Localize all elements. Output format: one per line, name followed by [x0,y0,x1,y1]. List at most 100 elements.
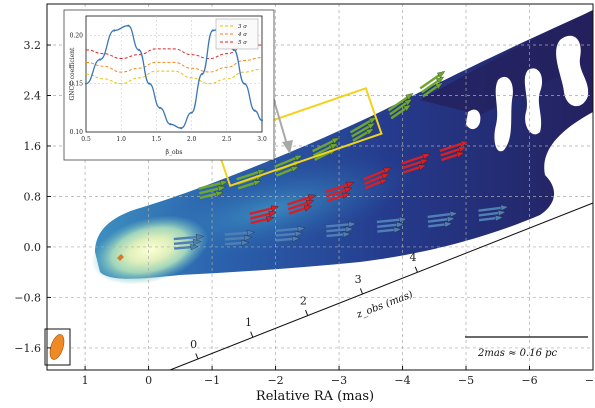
velocity-arrow-head [305,199,315,206]
jet-outer-region [420,10,593,115]
velocity-arrow-head [381,173,390,180]
velocity-arrow-head [342,231,351,238]
y-tick-label: 1.6 [24,140,42,153]
zobs-tick [250,331,254,338]
highlight-box [213,86,383,188]
velocity-vectors [173,71,509,251]
zobs-tick [305,309,309,316]
velocity-arrow-head [367,122,376,130]
inset-data-point [232,48,235,51]
inset-lines [84,24,264,130]
y-tick-label: 0.8 [24,190,42,203]
zobs-tick-label: 3 [355,273,362,286]
velocity-arrow-head [294,155,303,162]
velocity-arrow-head [244,234,253,242]
velocity-arrow-head [215,190,224,197]
inset-data-point [113,29,116,32]
inset-legend-label: 5 σ [238,40,247,46]
velocity-arrow-head [246,229,255,236]
inset-data-point [98,58,102,61]
velocity-arrow-head [341,192,351,199]
velocity-arrow-head [379,178,388,185]
core-marker [117,254,124,261]
zobs-tick [195,353,199,360]
velocity-arrow-head [446,216,456,223]
inset-data-point [253,109,257,112]
x-tick-label: −2 [267,374,283,387]
velocity-arrow-head [422,153,431,160]
jet-gap-3 [556,35,589,107]
velocity-arrow-head [420,158,429,165]
zobs-tick-label: 4 [410,251,417,264]
velocity-arrow-head [497,209,506,217]
zobs-axis-ticks: 0 1 2 3 4 [190,251,418,360]
scale-bar-label: 2mas ≈ 0.16 pc [477,348,558,359]
inset-data-point [127,24,130,27]
inset-x-tick-label: 2.5 [222,136,232,143]
velocity-arrow-head [458,146,467,153]
y-tick-label: 2.4 [24,90,42,103]
inset-x-tick-label: 2.0 [187,136,197,143]
x-tick-label: −4 [394,374,410,387]
y-tick-label: 0.0 [24,241,42,254]
velocity-arrow-head [460,140,469,147]
velocity-arrow-head [290,166,300,173]
inset-data-point [190,111,193,114]
inset-legend-label: 3 σ [238,24,247,30]
x-tick-label: −6 [521,374,537,387]
inset-data-point [137,48,140,51]
beam-ellipse [49,334,65,360]
inset-data-point [260,119,264,122]
inset-y-tick-label: 0.10 [70,129,84,136]
zobs-tick-label: 0 [190,338,197,351]
velocity-arrow-head [365,128,375,136]
velocity-arrow-head [331,137,340,144]
inset-data-point [243,82,246,85]
velocity-arrow-head [348,221,357,228]
inset-data-point [179,127,183,130]
x-tick-label: −1 [204,374,220,387]
velocity-arrow-head [399,216,408,223]
inset-data-point [148,82,151,85]
zobs-tick-label: 2 [300,295,307,308]
velocity-arrow-head [241,239,250,247]
inset-threshold-line [85,68,263,85]
main-axis-ticks: 1 0 −1 −2 −3 −4 −5 −6 −7 3.2 2.4 1.6 0.8 0.0 −0.8 −1.6 [14,39,595,387]
velocity-arrow-head [292,235,301,243]
zobs-axis-line [169,202,594,371]
inset-data-point [201,72,204,76]
inset-data-point [84,82,88,85]
velocity-arrow-head [368,117,377,124]
inset-y-tick-label: 0.20 [70,32,84,39]
velocity-arrow-head [495,215,504,222]
velocity-arrow-head [190,244,199,251]
inset-threshold-line [85,44,263,60]
velocity-arrow-head [456,151,465,158]
inset-x-tick-label: 0.5 [81,136,91,143]
velocity-arrow-head [346,181,355,188]
y-tick-label: −1.6 [14,342,41,355]
jet-core [91,215,209,285]
velocity-arrow-head [196,233,205,241]
x-tick-label: −5 [458,374,474,387]
velocity-arrow-head [418,164,427,171]
velocity-arrow-head [343,187,353,194]
jet-gap-2 [524,68,543,135]
velocity-arrow-head [329,143,339,150]
inset-chart: 0.5 1.0 1.5 2.0 2.5 3.0 0.10 0.15 0.20 GNCC coef… [63,9,275,161]
zobs-tick [359,288,364,295]
inset-data-point [169,123,172,126]
zobs-tick [414,266,418,273]
velocity-arrow-head [435,76,445,84]
inset-y-label: GNCC coefficient [69,47,76,101]
velocity-arrow-head [217,185,226,192]
velocity-arrow-head [436,71,446,79]
velocity-arrow-head [444,221,453,228]
velocity-arrow-head [303,205,313,212]
velocity-arrow-head [193,239,202,246]
velocity-arrow-head [393,226,402,233]
zobs-tick-label: 1 [245,316,252,329]
velocity-arrow-head [266,216,275,223]
inset-legend: 3 σ 4 σ 5 σ [215,18,259,50]
